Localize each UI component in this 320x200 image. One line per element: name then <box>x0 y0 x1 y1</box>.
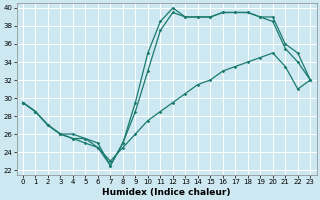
X-axis label: Humidex (Indice chaleur): Humidex (Indice chaleur) <box>102 188 231 197</box>
